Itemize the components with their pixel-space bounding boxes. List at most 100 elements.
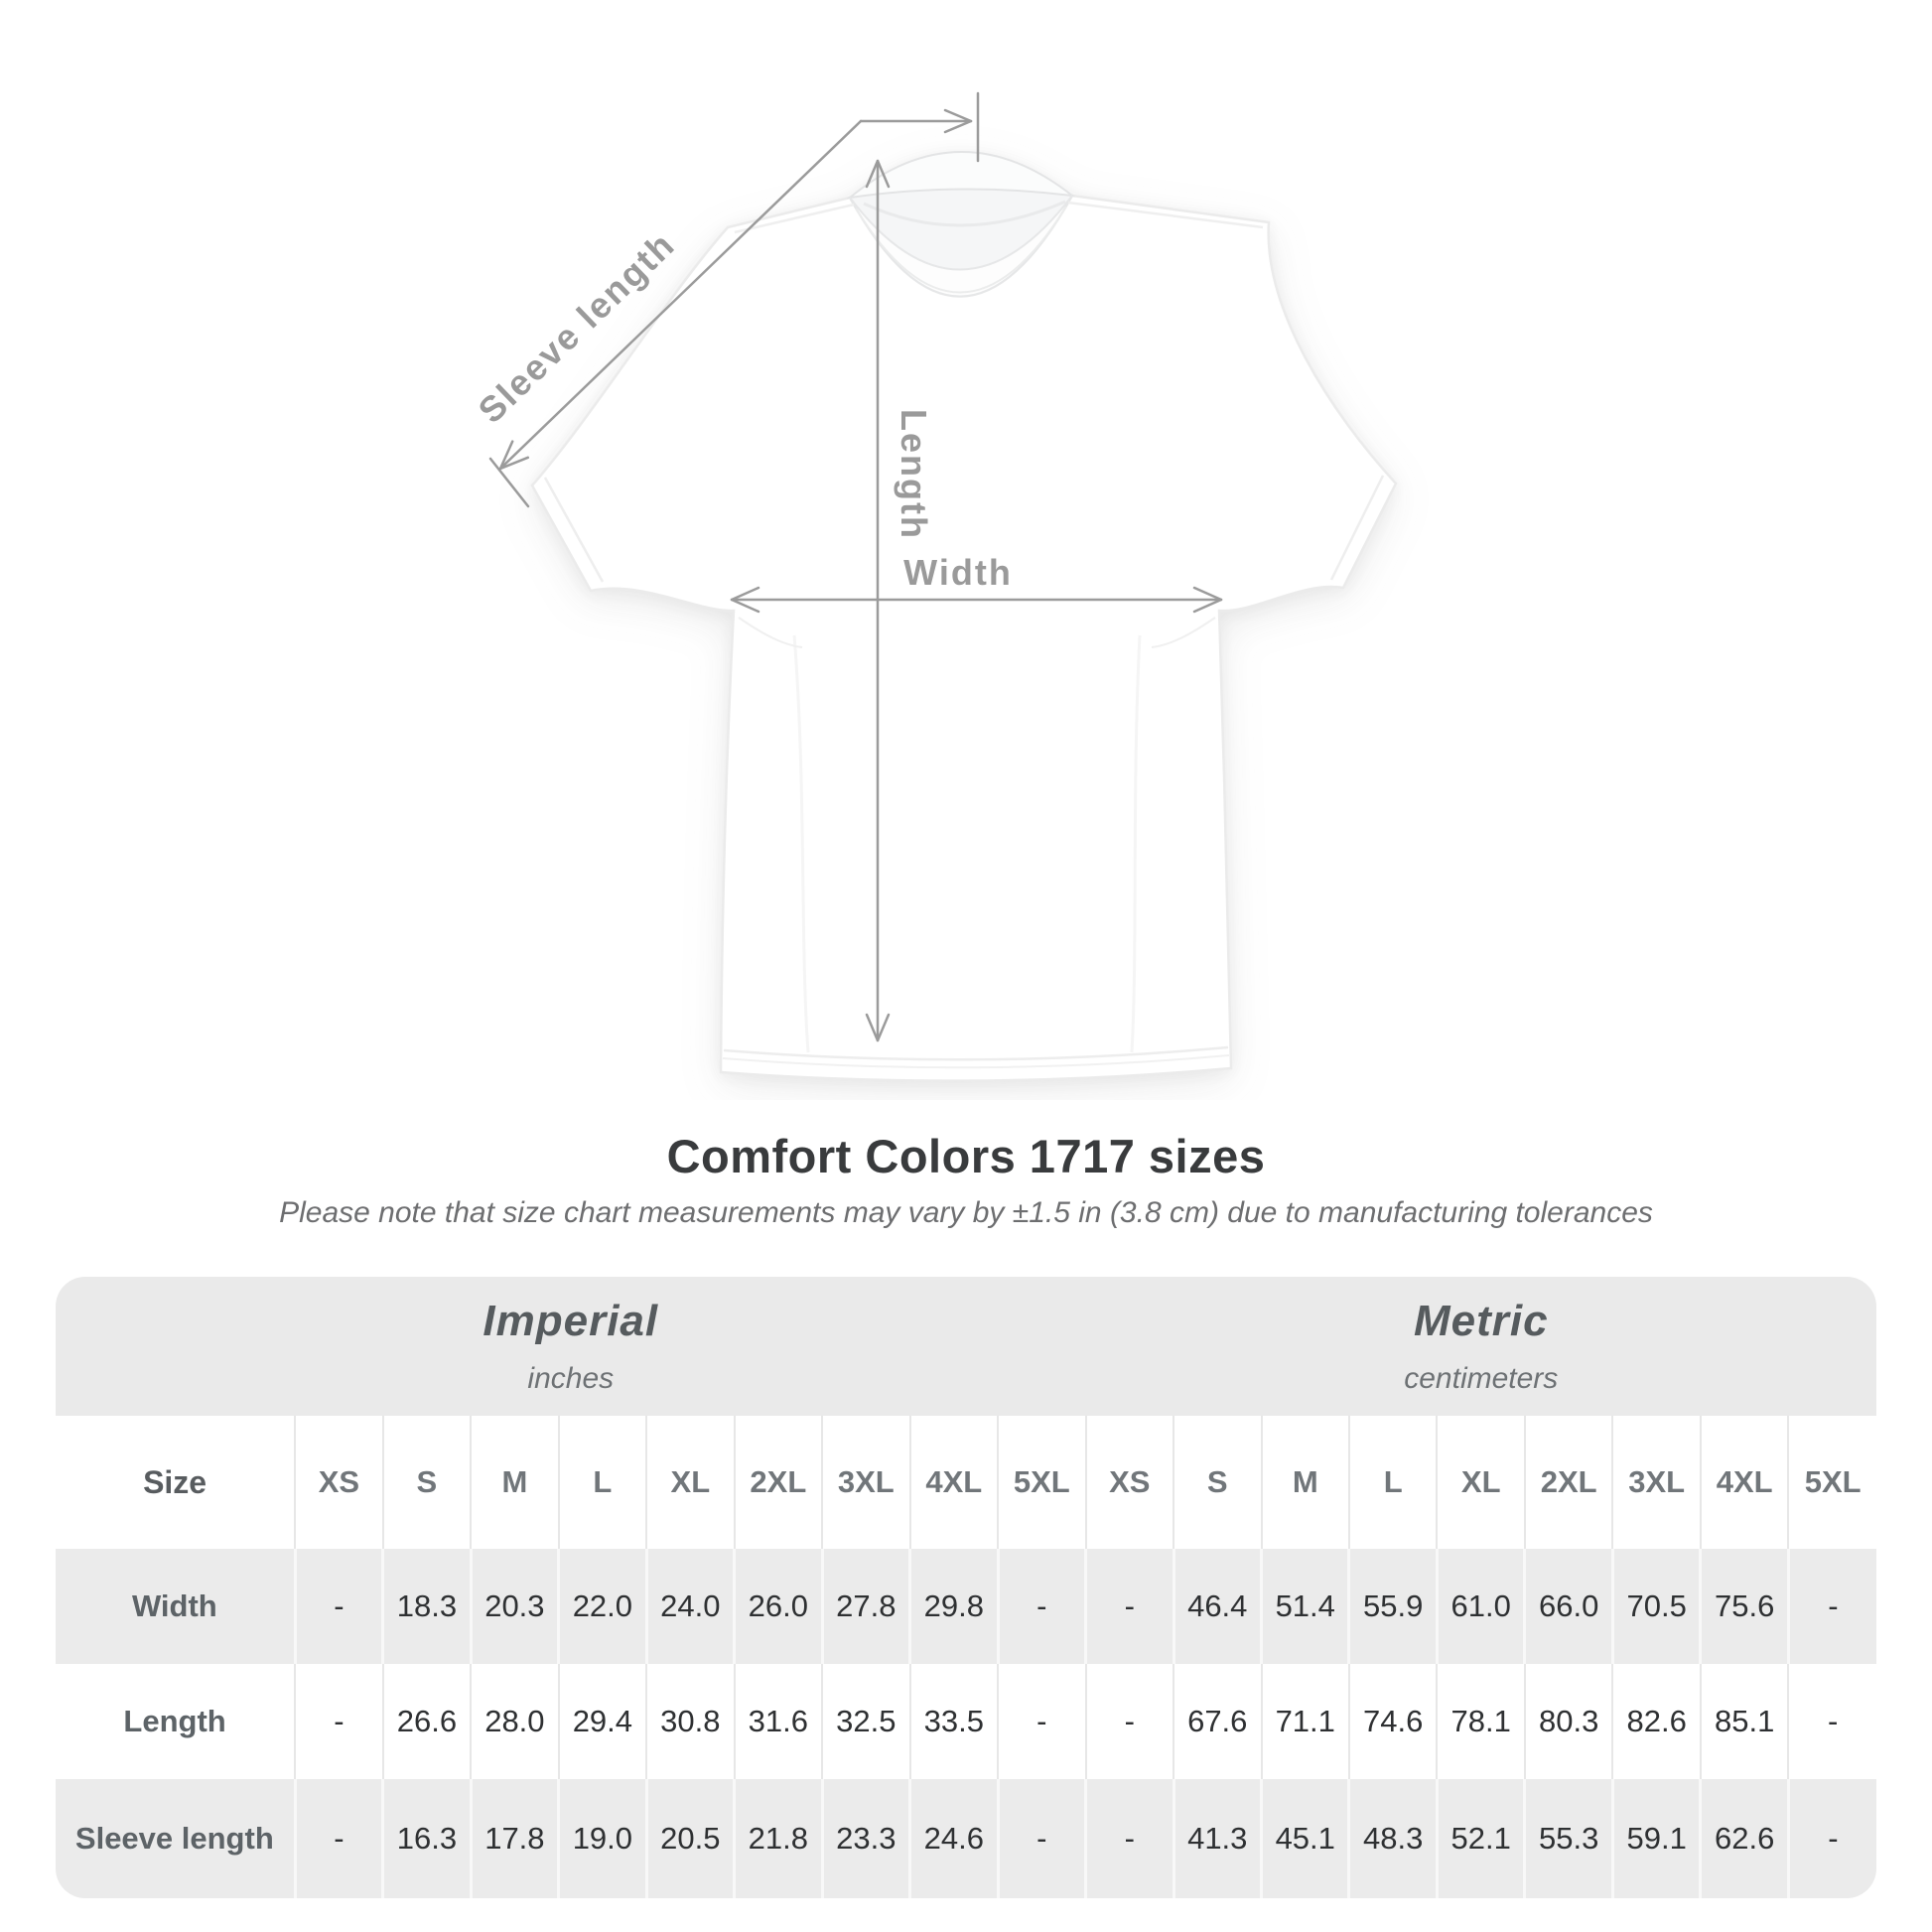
size-value-cell: - — [1787, 1664, 1876, 1779]
tshirt-left-shoulder-seam — [734, 203, 855, 234]
tshirt-left-cuff-stitch — [543, 477, 605, 583]
heading-block: Comfort Colors 1717 sizes Please note th… — [0, 1130, 1932, 1231]
size-value-cell: 16.3 — [381, 1779, 472, 1898]
unit-group-metric: Metric centimeters — [1085, 1277, 1876, 1416]
size-col-header-metric-4xl: 4XL — [1699, 1416, 1789, 1549]
size-col-header-metric-3xl: 3XL — [1611, 1416, 1701, 1549]
size-value-cell: 82.6 — [1611, 1664, 1701, 1779]
tshirt-hem-stitch-1 — [723, 1045, 1229, 1061]
size-col-header-metric-5xl: 5XL — [1787, 1416, 1876, 1549]
size-col-header-metric-xs: XS — [1084, 1416, 1174, 1549]
size-value-cell: 18.3 — [381, 1549, 472, 1664]
sleeve-length-diagonal-line — [498, 119, 863, 471]
size-value-cell: 17.8 — [469, 1779, 559, 1898]
length-top-arrowhead — [865, 159, 891, 189]
sleeve-length-right-arrowhead — [943, 108, 973, 134]
size-value-cell: 52.1 — [1435, 1779, 1525, 1898]
size-table: Imperial inches Metric centimeters Size … — [56, 1277, 1876, 1898]
size-value-cell: - — [996, 1779, 1086, 1898]
size-value-cell: 21.8 — [733, 1779, 823, 1898]
tshirt-measurement-diagram: Sleeve length Length Width — [471, 91, 1398, 1082]
size-value-cell: 29.8 — [908, 1549, 999, 1664]
size-value-cell: 24.6 — [908, 1779, 999, 1898]
size-value-cell: 66.0 — [1523, 1549, 1613, 1664]
size-value-cell: 74.6 — [1347, 1664, 1438, 1779]
size-value-cell: 59.1 — [1610, 1779, 1701, 1898]
tshirt-body — [530, 194, 1398, 1082]
length-bottom-arrowhead — [865, 1013, 891, 1042]
size-value-cell: 20.3 — [469, 1549, 559, 1664]
width-label: Width — [903, 552, 1013, 593]
size-table-container: Imperial inches Metric centimeters Size … — [56, 1277, 1876, 1898]
size-value-cell: 23.3 — [820, 1779, 910, 1898]
sleeve-length-end-tick — [488, 457, 530, 508]
row-label: Length — [56, 1664, 296, 1779]
tshirt-right-cuff-stitch — [1329, 475, 1385, 581]
width-left-arrowhead — [730, 586, 760, 614]
size-value-cell: - — [997, 1664, 1086, 1779]
size-value-cell: 32.5 — [821, 1664, 910, 1779]
width-annotation: Width — [730, 552, 1223, 614]
size-value-cell: 22.0 — [557, 1549, 647, 1664]
size-col-header-imperial-m: M — [470, 1416, 559, 1549]
size-value-cell: 67.6 — [1173, 1664, 1262, 1779]
page-title: Comfort Colors 1717 sizes — [666, 1130, 1266, 1182]
size-value-cell: - — [293, 1549, 383, 1664]
tshirt-armpit-crease-right — [1151, 617, 1216, 648]
size-value-cell: 71.1 — [1260, 1664, 1349, 1779]
tshirt-diagram-svg: Sleeve length Length Width — [471, 91, 1398, 1082]
size-value-cell: 70.5 — [1610, 1549, 1701, 1664]
tshirt-wrinkle-left — [792, 634, 810, 1053]
size-col-header-imperial-l: L — [557, 1416, 647, 1549]
width-right-arrowhead — [1192, 586, 1223, 614]
size-value-cell: - — [1084, 1549, 1174, 1664]
tshirt-right-shoulder-seam — [1067, 201, 1264, 229]
size-value-cell: 78.1 — [1436, 1664, 1525, 1779]
size-value-cell: 85.1 — [1699, 1664, 1789, 1779]
size-value-cell: 28.0 — [470, 1664, 559, 1779]
size-value-cell: 62.6 — [1699, 1779, 1789, 1898]
tshirt-illustration — [530, 151, 1398, 1082]
size-value-cell: 20.5 — [644, 1779, 735, 1898]
size-value-cell: 61.0 — [1435, 1549, 1525, 1664]
size-value-cell: 24.0 — [644, 1549, 735, 1664]
size-value-cell: 51.4 — [1259, 1549, 1349, 1664]
metric-sublabel: centimeters — [1404, 1362, 1559, 1395]
size-value-cell: 55.3 — [1523, 1779, 1613, 1898]
imperial-sublabel: inches — [527, 1362, 615, 1395]
size-value-cell: 31.6 — [733, 1664, 823, 1779]
size-col-header-metric-xl: XL — [1436, 1416, 1525, 1549]
size-col-header-imperial-xs: XS — [294, 1416, 383, 1549]
size-value-cell: 80.3 — [1523, 1664, 1613, 1779]
size-col-header-imperial-3xl: 3XL — [821, 1416, 910, 1549]
length-label: Length — [894, 409, 934, 540]
tshirt-collar-inner-rim — [863, 200, 1066, 227]
size-column-header: Size — [56, 1416, 296, 1549]
size-col-header-imperial-s: S — [381, 1416, 472, 1549]
size-col-header-metric-l: L — [1347, 1416, 1438, 1549]
size-value-cell: 45.1 — [1259, 1779, 1349, 1898]
size-value-cell: 41.3 — [1172, 1779, 1262, 1898]
size-value-cell: 27.8 — [820, 1549, 910, 1664]
measurement-row-length: Length -26.6 28.0 29.4 30.8 31.6 32.5 33.5- -67.… — [56, 1664, 1876, 1779]
sleeve-length-end-arrowhead — [498, 440, 530, 471]
size-value-cell: - — [294, 1664, 383, 1779]
size-value-cell: - — [1084, 1664, 1174, 1779]
size-value-cell: 26.0 — [733, 1549, 823, 1664]
tshirt-armpit-crease-left — [738, 617, 803, 648]
row-label: Width — [56, 1549, 296, 1664]
measurement-row-width: Width -18.3 20.3 22.0 24.0 26.0 27.8 29.8- -46.4… — [56, 1549, 1876, 1664]
size-col-header-metric-2xl: 2XL — [1523, 1416, 1613, 1549]
tshirt-collar-stitch — [855, 206, 1067, 294]
unit-group-imperial: Imperial inches — [56, 1277, 1086, 1416]
size-col-header-metric-m: M — [1260, 1416, 1349, 1549]
size-value-cell: 26.6 — [381, 1664, 472, 1779]
size-header-row: Size XS S M L XL 2XL 3XL 4XL 5XL XS S M L XL 2XL 3XL 4XL… — [56, 1416, 1876, 1549]
size-col-header-imperial-4xl: 4XL — [908, 1416, 999, 1549]
row-label: Sleeve length — [56, 1779, 296, 1898]
tshirt-wrinkle-right — [1130, 634, 1142, 1053]
size-value-cell: 48.3 — [1347, 1779, 1438, 1898]
imperial-label: Imperial — [483, 1297, 659, 1345]
size-col-header-imperial-2xl: 2XL — [733, 1416, 823, 1549]
